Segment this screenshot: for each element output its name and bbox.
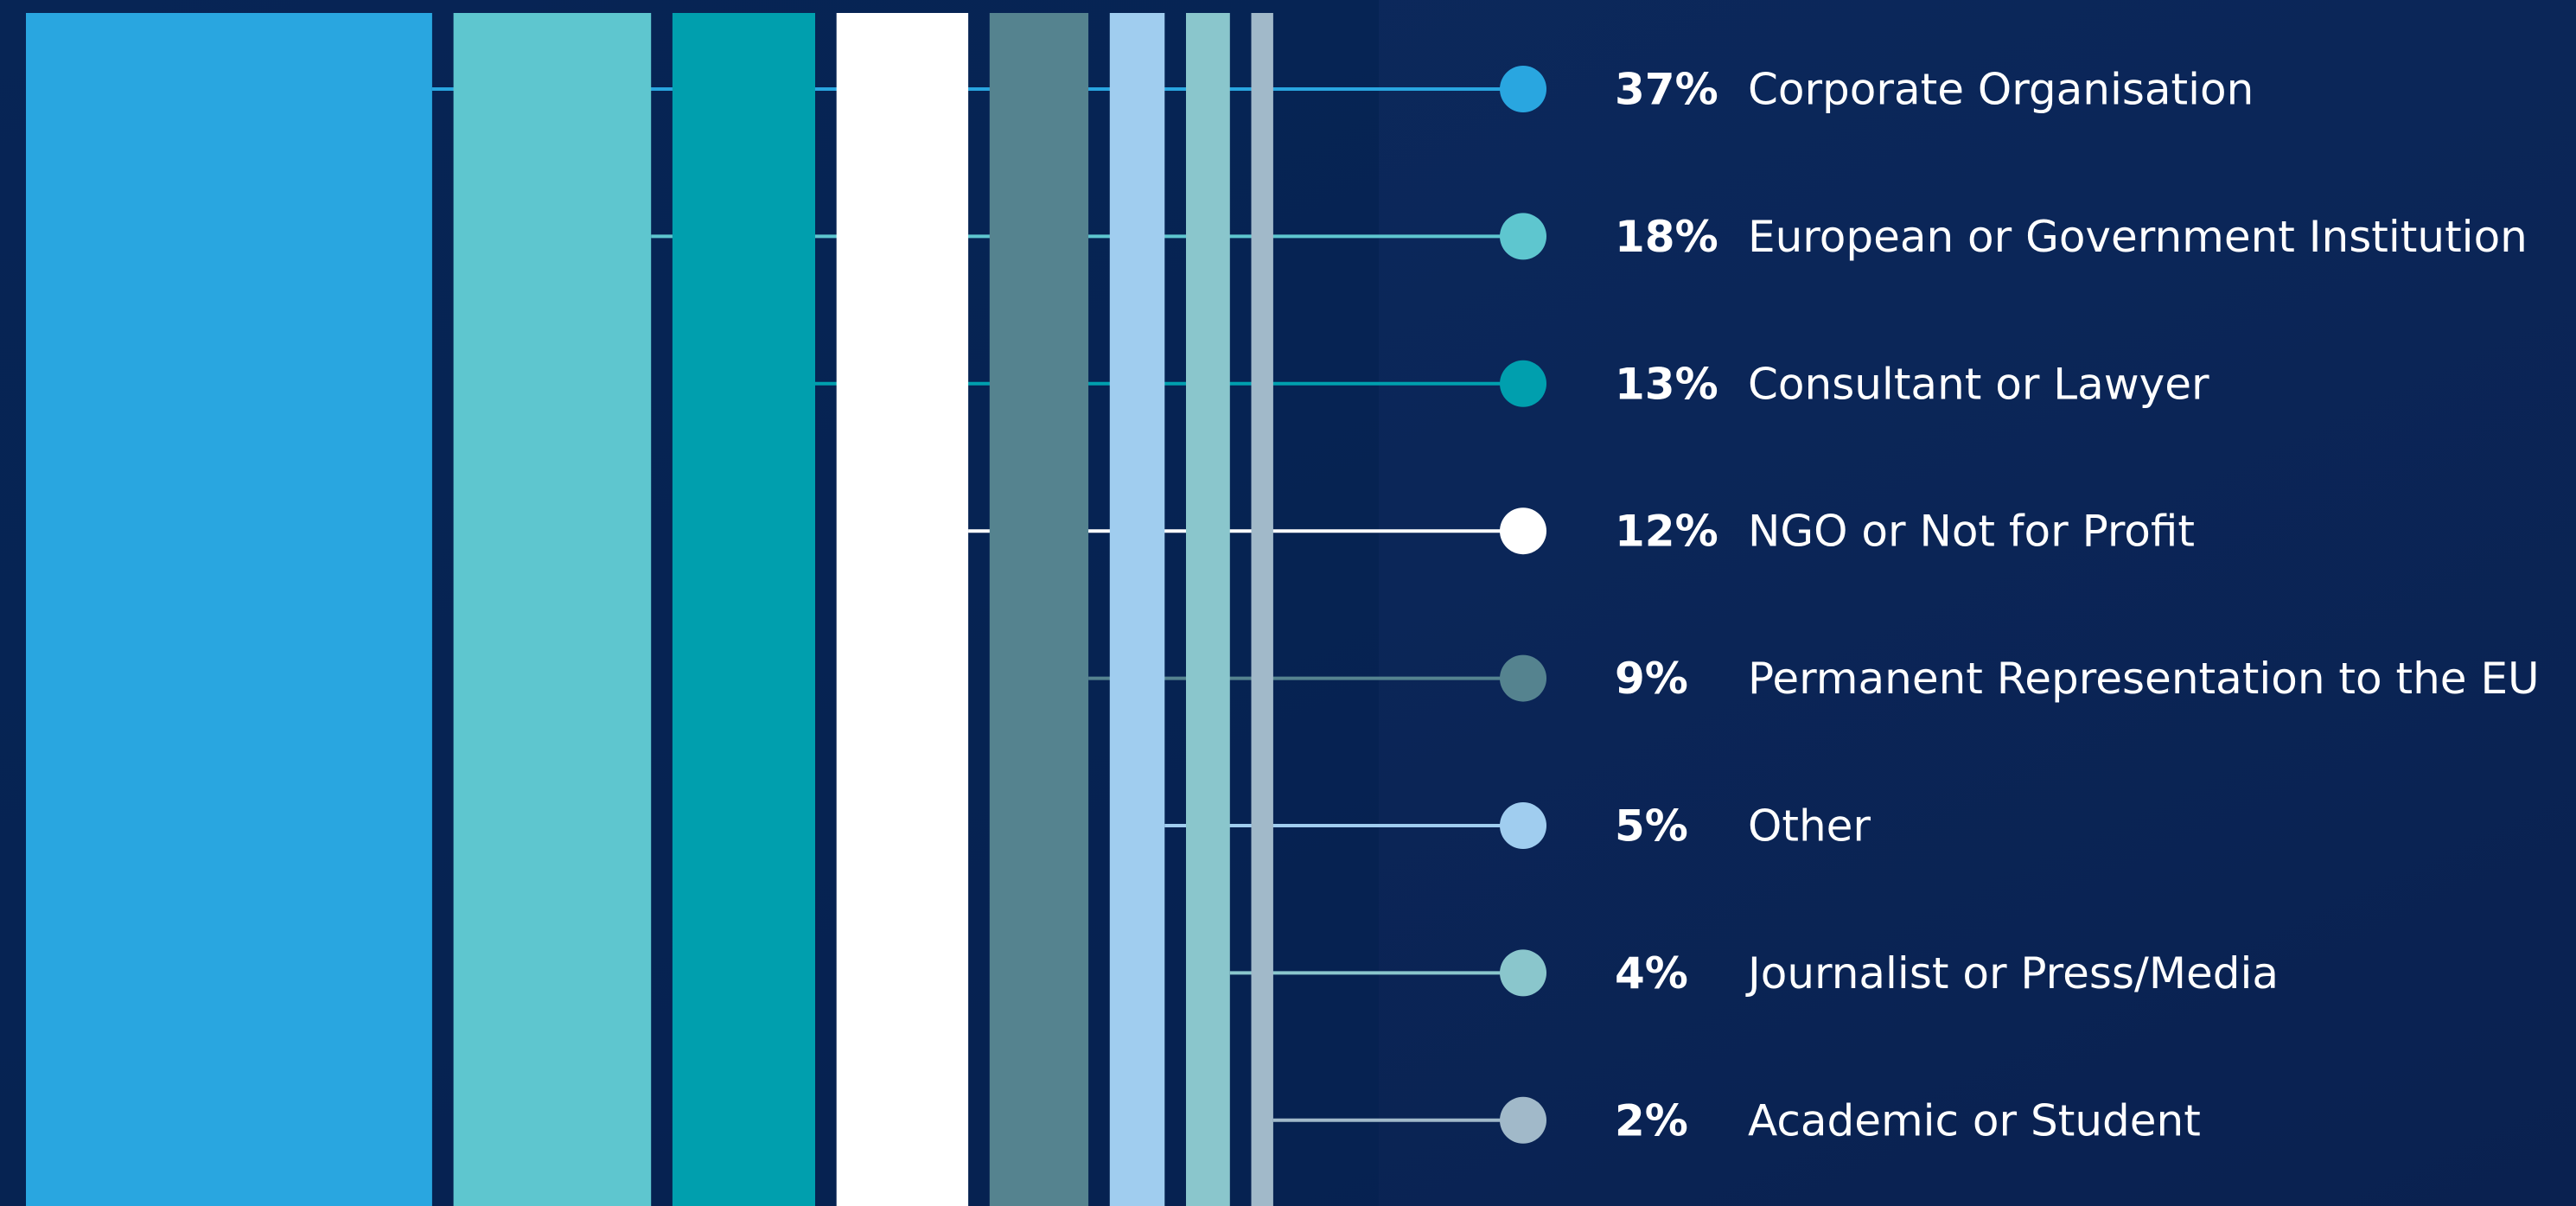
value-label: 37% [1615,65,1718,115]
category-label: NGO or Not for Profit [1748,507,2195,557]
value-label: 2% [1615,1095,1688,1145]
legend-dot [1500,802,1546,849]
legend-dot [1500,360,1546,407]
legend-dot [1500,213,1546,260]
value-label: 12% [1615,507,1718,557]
bar [453,13,652,1206]
value-label: 9% [1615,654,1688,704]
bar [672,13,815,1206]
value-label: 4% [1615,948,1688,999]
bar [1251,13,1273,1206]
category-label: Corporate Organisation [1748,65,2254,115]
category-label: Other [1748,801,1871,852]
category-label: Academic or Student [1748,1095,2201,1145]
bar [26,13,432,1206]
category-label: Consultant or Lawyer [1748,359,2209,409]
legend-dot [1500,949,1546,997]
bar [1109,13,1165,1206]
category-label: European or Government Institution [1748,212,2528,262]
legend-dot [1500,654,1546,702]
bar [1186,13,1230,1206]
legend-dot [1500,1096,1546,1144]
value-label: 18% [1615,212,1718,262]
bar [836,13,969,1206]
value-label: 13% [1615,359,1718,409]
category-label: Permanent Representation to the EU [1748,654,2540,704]
legend-dot [1500,507,1546,555]
value-label: 5% [1615,801,1688,852]
legend-dot [1500,66,1546,112]
category-label: Journalist or Press/Media [1745,948,2279,999]
bar [989,13,1089,1206]
